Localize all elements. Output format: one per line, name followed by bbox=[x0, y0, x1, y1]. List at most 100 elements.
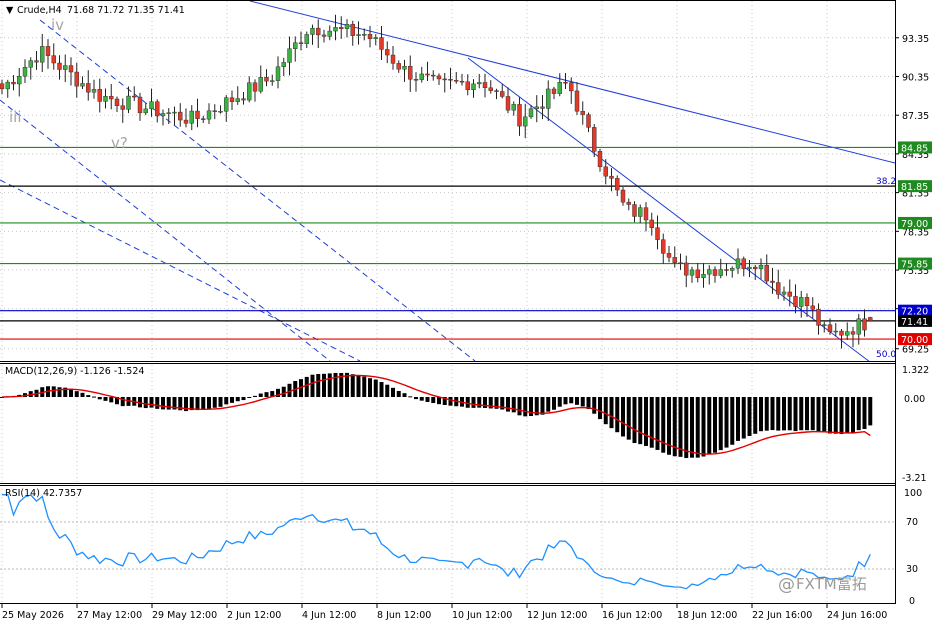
macd-bar bbox=[822, 397, 827, 433]
macd-bar bbox=[207, 397, 211, 409]
time-tick-label: 2 Jun 12:00 bbox=[227, 610, 281, 621]
macd-bar bbox=[580, 397, 585, 407]
candle-body bbox=[770, 280, 775, 283]
candle-body bbox=[523, 116, 528, 127]
candle-body bbox=[454, 80, 459, 82]
candle-body bbox=[149, 101, 154, 110]
channel-dashed-lower[interactable] bbox=[0, 179, 361, 362]
time-tick-label: 24 Jun 16:00 bbox=[827, 610, 887, 621]
candle-body bbox=[810, 305, 815, 310]
macd-bar bbox=[695, 397, 700, 458]
macd-bar bbox=[379, 382, 384, 397]
macd-bar bbox=[230, 397, 234, 403]
macd-bar bbox=[851, 397, 855, 433]
candle-body bbox=[413, 79, 419, 81]
macd-bar bbox=[270, 391, 275, 397]
channel-dashed-middle[interactable] bbox=[0, 99, 331, 362]
candle-body bbox=[178, 111, 183, 121]
macd-bar bbox=[166, 397, 171, 410]
macd-bar bbox=[511, 397, 516, 413]
candle-body bbox=[741, 258, 746, 269]
rsi-panel[interactable]: RSI(14) 42.7357 bbox=[0, 488, 895, 590]
macd-bar bbox=[816, 397, 821, 432]
candle-body bbox=[661, 239, 666, 254]
macd-bar bbox=[224, 397, 229, 405]
macd-bar bbox=[805, 397, 809, 431]
candle-body bbox=[735, 258, 741, 269]
candle-body bbox=[442, 78, 447, 81]
macd-bar bbox=[557, 397, 562, 407]
candle-body bbox=[494, 90, 499, 92]
candle-body bbox=[264, 77, 269, 82]
macd-bar bbox=[793, 397, 798, 432]
time-tick-label: 16 Jun 12:00 bbox=[602, 610, 662, 621]
candle-body bbox=[91, 89, 97, 93]
macd-bar bbox=[437, 397, 441, 405]
main-price-panel[interactable]: ▼ Crude,H4 71.68 71.72 71.35 71.41 iv ii… bbox=[0, 0, 896, 363]
candle-body bbox=[626, 201, 631, 205]
candle-body bbox=[28, 60, 33, 68]
candle-body bbox=[51, 55, 56, 64]
macd-bar bbox=[253, 395, 257, 397]
candle-body bbox=[327, 30, 332, 37]
time-axis[interactable]: 25 May 2026 27 May 12:00 29 May 12:00 2 Jun… bbox=[1, 604, 887, 621]
candle-body bbox=[511, 104, 516, 111]
level-badge: 75.85 bbox=[898, 257, 932, 271]
price-tick-label: 90.35 bbox=[902, 72, 929, 83]
trendline-resistance[interactable] bbox=[249, 0, 896, 164]
macd-bar bbox=[655, 397, 660, 450]
candle-body bbox=[367, 34, 373, 40]
candle-body bbox=[11, 81, 16, 85]
candle-body bbox=[701, 273, 706, 278]
candle-body bbox=[74, 71, 79, 87]
candle-body bbox=[672, 257, 677, 263]
wave-label-v: v? bbox=[111, 134, 128, 152]
candle-body bbox=[758, 265, 764, 270]
price-tick-label: 93.35 bbox=[902, 34, 929, 45]
candle-body bbox=[793, 296, 798, 307]
channel-dashed-upper[interactable] bbox=[39, 19, 476, 362]
candle-body bbox=[103, 96, 108, 102]
macd-bar bbox=[103, 397, 108, 401]
macd-bar bbox=[523, 397, 528, 417]
candle-body bbox=[569, 82, 574, 92]
macd-bar bbox=[856, 397, 861, 431]
macd-bar bbox=[546, 397, 551, 412]
macd-tick-zero: 0.00 bbox=[904, 394, 925, 405]
macd-bar bbox=[161, 397, 165, 410]
macd-bar bbox=[339, 373, 344, 397]
candle-body bbox=[86, 83, 91, 93]
candle-body bbox=[649, 219, 654, 228]
candle-body bbox=[643, 207, 649, 221]
macd-bar bbox=[218, 397, 223, 407]
candle-body bbox=[120, 105, 125, 110]
level-lines[interactable] bbox=[0, 146, 895, 340]
macd-title: MACD(12,26,9) -1.126 -1.524 bbox=[5, 366, 144, 377]
candle-body bbox=[212, 110, 217, 112]
macd-bar bbox=[477, 397, 482, 408]
macd-histogram bbox=[0, 372, 873, 459]
macd-bar bbox=[149, 397, 154, 408]
macd-signal-line bbox=[1, 374, 871, 455]
candle-body bbox=[436, 75, 442, 80]
candles[interactable] bbox=[0, 14, 873, 349]
macd-bar bbox=[304, 376, 309, 397]
macd-bar bbox=[644, 397, 648, 446]
macd-panel[interactable]: MACD(12,26,9) -1.126 -1.524 bbox=[0, 366, 873, 459]
candle-body bbox=[137, 96, 143, 114]
macd-bar bbox=[189, 397, 194, 411]
candle-body bbox=[776, 282, 781, 295]
candle-body bbox=[850, 331, 856, 335]
candle-body bbox=[678, 262, 683, 264]
macd-bar bbox=[862, 397, 867, 429]
macd-bar bbox=[247, 397, 252, 398]
price-tick-label: 78.35 bbox=[902, 227, 929, 238]
candle-body bbox=[189, 110, 194, 124]
candle-body bbox=[275, 66, 281, 81]
macd-bar bbox=[810, 397, 815, 431]
candle-body bbox=[500, 91, 505, 97]
candle-body bbox=[563, 82, 568, 84]
candle-body bbox=[172, 111, 177, 114]
macd-bar bbox=[258, 393, 263, 397]
